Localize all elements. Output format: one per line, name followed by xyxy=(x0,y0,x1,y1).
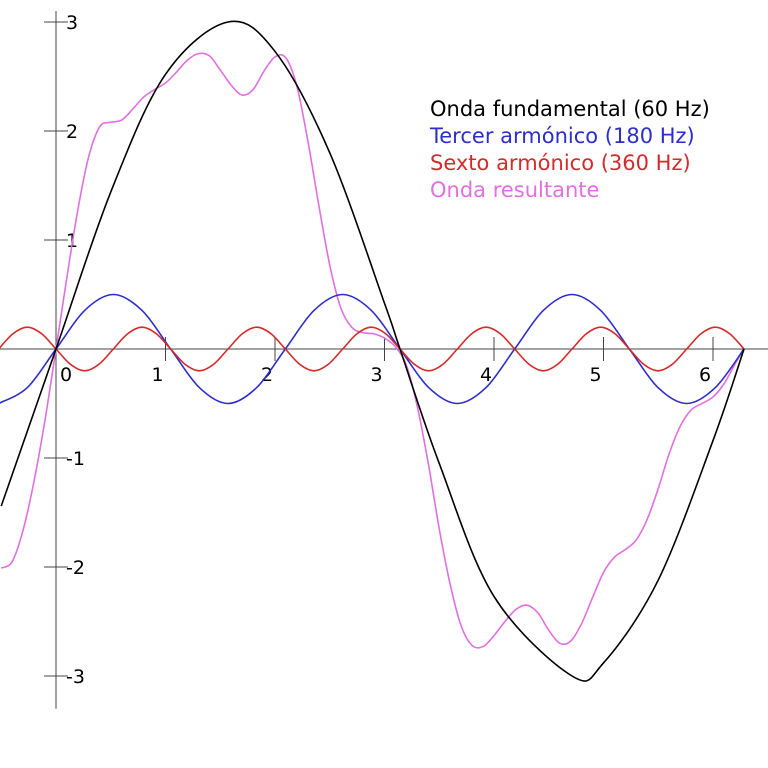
x-tick-label: 5 xyxy=(590,364,602,386)
series-layer xyxy=(0,20,745,682)
x-tick-label: 3 xyxy=(371,364,383,386)
legend-sixth-harmonic: Sexto armónico (360 Hz) xyxy=(430,151,691,175)
y-tick-label: 3 xyxy=(66,12,78,34)
x-tick-label: 4 xyxy=(480,364,492,386)
legend-third-harmonic: Tercer armónico (180 Hz) xyxy=(430,124,695,148)
x-tick-label: 0 xyxy=(60,364,72,386)
legend-fundamental: Onda fundamental (60 Hz) xyxy=(430,97,710,121)
sixth-harmonic-line xyxy=(0,326,745,372)
y-tick-label: -2 xyxy=(66,557,85,579)
legend-resultant: Onda resultante xyxy=(430,178,600,202)
fundamental-wave-line xyxy=(0,20,745,682)
resultant-wave-line xyxy=(0,52,745,649)
legend: Onda fundamental (60 Hz) Tercer armónico … xyxy=(430,96,710,204)
y-tick-label: 2 xyxy=(66,121,78,143)
third-harmonic-line xyxy=(0,293,745,405)
x-tick-label: 1 xyxy=(152,364,164,386)
y-tick-label: -3 xyxy=(66,666,85,688)
x-tick-label: 6 xyxy=(699,364,711,386)
y-tick-label: -1 xyxy=(66,448,85,470)
